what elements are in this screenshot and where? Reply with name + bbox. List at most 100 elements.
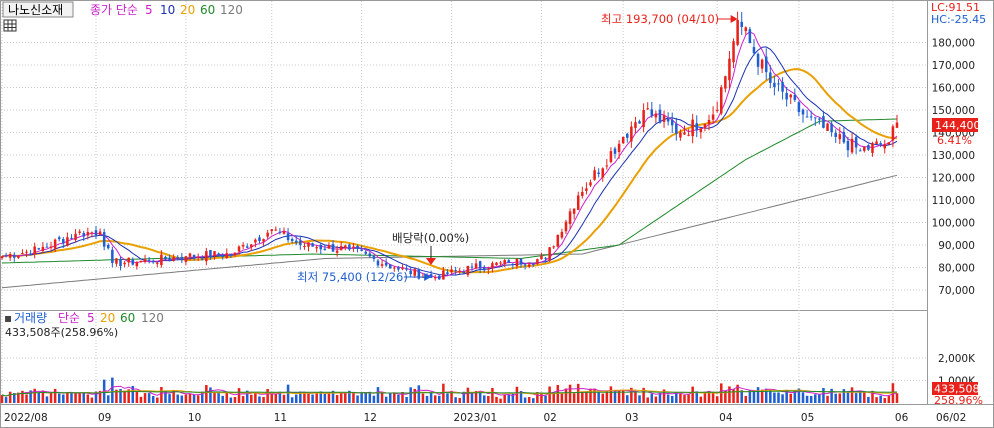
candle-body [156,262,159,264]
candle-body [478,261,482,269]
volume-bar [809,395,813,403]
volume-bar [339,392,343,403]
volume-bar [184,394,188,403]
candle-body [519,258,523,265]
candle-body [793,94,797,101]
volume-bar [597,392,600,403]
candle-body [658,109,662,123]
volume-bar [613,391,617,403]
vol-legend-20: 20 [100,311,115,325]
volume-bar [433,395,437,403]
x-axis: 2022/08 09 10 11 12 2023/01 02 03 04 05 06 06/02 [4,412,966,424]
candle-body [299,240,302,245]
candle-body [364,251,367,254]
volume-bar [4,397,8,403]
candle-body [503,260,506,265]
volume-bar [789,393,793,403]
volume-bar [393,393,396,403]
volume-bar [748,390,752,403]
volume-bar [720,383,723,403]
volume-bar [548,386,551,403]
candle-body [666,118,670,122]
candle-body [842,131,846,143]
volume-bar [139,396,143,403]
ma20-line [1,68,898,274]
volume-bar [294,394,298,403]
candle-body [858,150,862,152]
volume-bar [188,393,192,403]
y-tick-label: 80,000 [938,263,975,275]
volume-bar [250,394,253,403]
legend-ma10: 10 [160,3,175,17]
volume-bar [217,392,220,403]
candle-body [760,59,764,69]
candle-body [188,253,192,257]
volume-bar [344,393,347,403]
volume-bar [679,393,682,403]
candle-body [352,246,355,248]
volume-bar [769,390,772,403]
dividend-annotation: 배당락(0.00%) [392,231,469,265]
candle-body [294,240,298,243]
candle-body [339,246,343,251]
volume-bar [834,393,837,403]
volume-bar [156,397,159,403]
candle-body [699,128,703,133]
y-tick-label: 120,000 [932,173,975,185]
y-tick-label: 90,000 [938,240,975,252]
candle-body [720,87,723,114]
volume-bar [229,397,233,403]
candle-body [650,109,654,116]
candle-body [274,229,278,231]
candle-body [638,121,641,124]
candle-body [331,244,335,252]
legend-ma20: 20 [180,3,195,17]
candle-body [119,258,122,267]
volume-bar [127,389,130,403]
candle-body [834,132,837,137]
price-legend-label: 종가 단순 [90,3,138,17]
candle-body [327,245,331,249]
volume-bar [348,390,351,403]
candle-body [311,243,314,247]
candle-body [160,254,163,266]
volume-bar [495,396,498,403]
volume-bar [299,391,302,403]
volume-bar [670,395,674,403]
candle-body [854,137,858,148]
candle-body [123,262,126,265]
candle-body [724,76,727,89]
volume-bar [650,393,654,403]
volume-bar [581,392,584,403]
table-icon[interactable] [3,19,17,32]
candle-body [21,253,24,255]
candle-body [846,140,850,151]
candle-body [626,133,629,138]
candle-body [405,268,408,270]
candle-body [442,270,445,280]
volume-bar [556,384,560,403]
volume-bar [331,390,335,403]
volume-bar [777,392,780,403]
volume-bar [773,392,776,403]
volume-bar [544,395,547,403]
candle-body [560,231,564,238]
candle-body [213,251,216,256]
volume-bar [560,393,564,403]
stock-name-box[interactable] [2,1,74,18]
candle-body [413,269,417,276]
volume-bar [487,396,490,403]
candle-body [217,253,220,255]
volume-bar [209,387,212,403]
candle-body [446,272,449,275]
volume-bar [519,391,523,403]
candle-body [679,132,682,138]
volume-bar [221,395,224,403]
volume-bar [605,391,609,403]
candle-body [45,246,49,248]
candle-body [527,264,531,267]
candle-body [863,147,866,151]
grid [1,1,927,404]
candle-body [589,182,592,186]
volume-bar [397,394,400,403]
